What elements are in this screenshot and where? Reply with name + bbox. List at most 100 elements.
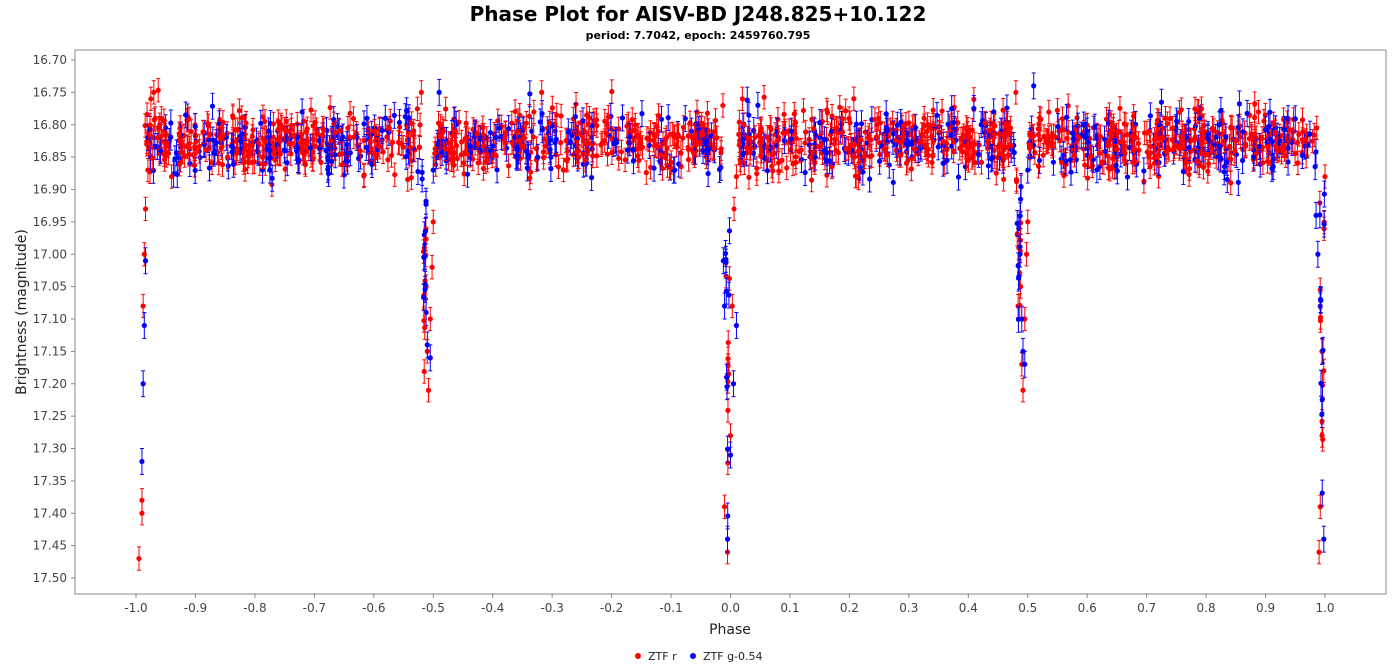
data-point: [643, 170, 649, 176]
data-point: [978, 159, 985, 165]
data-point: [770, 168, 776, 174]
data-point: [1192, 106, 1198, 112]
data-point: [509, 140, 515, 146]
data-point: [361, 173, 367, 179]
y-tick-label: 17.15: [33, 344, 67, 358]
data-point: [1037, 115, 1043, 121]
data-point: [843, 108, 849, 114]
data-point: [721, 504, 728, 510]
data-point: [1023, 251, 1030, 257]
data-point: [1117, 105, 1123, 111]
y-tick-label: 17.10: [33, 312, 67, 326]
data-point: [659, 165, 666, 172]
data-point: [694, 109, 700, 115]
data-point: [803, 129, 809, 135]
data-point: [140, 303, 146, 309]
data-point: [470, 156, 476, 162]
data-point-group: [609, 79, 615, 104]
data-point: [1178, 107, 1184, 113]
data-point: [1064, 135, 1070, 141]
data-point-group: [624, 114, 630, 139]
data-point-group: [327, 95, 333, 120]
data-point: [155, 87, 161, 93]
data-point: [622, 157, 628, 163]
data-point: [1040, 152, 1046, 158]
data-point: [1035, 163, 1042, 169]
y-tick-label: 17.50: [33, 571, 67, 585]
data-point: [353, 130, 359, 136]
data-point-group: [414, 96, 420, 121]
data-point: [408, 175, 414, 181]
data-point: [635, 153, 641, 159]
data-point: [906, 120, 912, 126]
data-point: [746, 174, 752, 180]
data-point: [847, 120, 853, 126]
x-tick-label: 0.8: [1197, 601, 1216, 615]
x-tick-label: 0.5: [1018, 601, 1037, 615]
data-point: [731, 206, 737, 212]
data-point: [664, 145, 670, 152]
data-point: [737, 157, 743, 163]
data-point: [142, 206, 149, 212]
data-point-group: [720, 93, 726, 118]
x-tick-label: 0.0: [721, 601, 740, 615]
data-point-group: [993, 160, 999, 186]
x-tick-label: 0.6: [1078, 601, 1097, 615]
data-point: [151, 89, 157, 95]
data-point: [930, 107, 936, 113]
data-point-group: [347, 101, 353, 126]
data-series-layer: [136, 72, 1328, 571]
data-point: [219, 162, 226, 168]
data-point: [236, 107, 242, 114]
data-point: [808, 177, 815, 183]
y-axis: 16.70 16.75 16.80 16.85 16.90 16.95 17.00 17.05…: [33, 53, 75, 585]
y-tick-label: 16.85: [33, 150, 67, 164]
data-point-group: [978, 150, 985, 175]
data-point-group: [558, 103, 564, 129]
data-point: [206, 165, 213, 171]
data-point: [589, 146, 595, 152]
data-point: [580, 137, 587, 143]
data-point-group: [1255, 99, 1262, 125]
data-point: [433, 161, 439, 168]
data-point: [1219, 117, 1225, 123]
x-tick-label: 0.7: [1137, 601, 1156, 615]
data-point-group: [604, 142, 611, 167]
data-point: [429, 264, 435, 270]
data-point: [1001, 176, 1007, 182]
data-point: [609, 150, 615, 156]
y-tick-label: 16.95: [33, 215, 67, 229]
x-tick-label: 0.4: [959, 601, 978, 615]
data-point: [565, 156, 571, 162]
data-point-group: [1123, 149, 1129, 174]
data-point: [761, 94, 767, 100]
data-point: [1020, 387, 1026, 393]
x-tick-label: -0.5: [422, 601, 445, 615]
y-tick-label: 17.40: [33, 506, 67, 520]
data-point: [1082, 162, 1088, 168]
data-point: [463, 120, 469, 126]
y-tick-label: 16.90: [33, 183, 67, 197]
data-point: [809, 116, 815, 122]
data-point-group: [939, 98, 945, 124]
x-tick-label: -0.2: [600, 601, 623, 615]
data-point: [784, 165, 790, 171]
data-point: [464, 171, 471, 177]
data-point: [136, 555, 142, 562]
data-point-group: [531, 99, 537, 125]
data-point-group: [643, 160, 649, 185]
data-point: [733, 173, 740, 180]
data-point: [1164, 121, 1170, 127]
x-axis: -1.0 -0.9 -0.8 -0.7 -0.6 -0.5 -0.4 -0.3 -0.2 -0.1…: [124, 594, 1335, 615]
data-point: [1123, 158, 1129, 165]
data-point: [1255, 109, 1262, 115]
data-point-group: [622, 147, 628, 172]
data-point: [837, 104, 843, 110]
data-point-group: [1103, 106, 1110, 132]
data-point: [553, 152, 559, 158]
data-point: [862, 129, 868, 135]
data-point: [148, 96, 154, 102]
data-point-group: [862, 119, 868, 145]
data-point: [517, 112, 523, 118]
